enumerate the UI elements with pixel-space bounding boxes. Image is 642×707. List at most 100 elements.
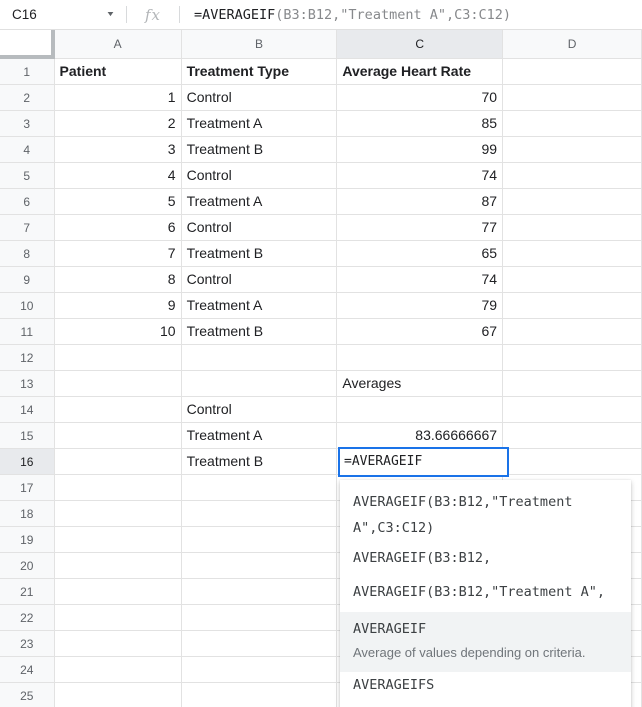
cell-a12[interactable] — [54, 345, 182, 371]
autocomplete-suggestion-2[interactable]: AVERAGEIF(B3:B12, — [353, 550, 492, 566]
row-header-7[interactable]: 7 — [0, 215, 55, 241]
cell-c15[interactable]: 83.66666667 — [337, 423, 504, 449]
cell-c7[interactable]: 77 — [337, 215, 504, 241]
cell-a14[interactable] — [54, 397, 182, 423]
row-header-24[interactable]: 24 — [0, 657, 55, 683]
cell-c14[interactable] — [337, 397, 504, 423]
cell-d3[interactable] — [503, 111, 642, 137]
cell-b18[interactable] — [181, 501, 338, 527]
formula-input[interactable]: =AVERAGEIF(B3:B12,"Treatment A",C3:C12) — [180, 7, 642, 23]
cell-b4[interactable]: Treatment B — [181, 137, 338, 163]
row-header-23[interactable]: 23 — [0, 631, 55, 657]
cell-b23[interactable] — [181, 631, 338, 657]
editing-cell-c16[interactable]: =AVERAGEIF — [338, 447, 509, 477]
cell-b11[interactable]: Treatment B — [181, 319, 338, 345]
cell-a3[interactable]: 2 — [54, 111, 182, 137]
row-header-10[interactable]: 10 — [0, 293, 55, 319]
cell-a9[interactable]: 8 — [54, 267, 182, 293]
cell-a6[interactable]: 5 — [54, 189, 182, 215]
row-header-1[interactable]: 1 — [0, 59, 55, 85]
row-header-14[interactable]: 14 — [0, 397, 55, 423]
cell-b8[interactable]: Treatment B — [181, 241, 338, 267]
row-header-4[interactable]: 4 — [0, 137, 55, 163]
autocomplete-suggestion-3[interactable]: AVERAGEIF(B3:B12,"Treatment A", — [353, 584, 605, 600]
cell-d12[interactable] — [503, 345, 642, 371]
cell-a15[interactable] — [54, 423, 182, 449]
name-box[interactable]: C16 ▼ — [0, 0, 126, 29]
cell-b14[interactable]: Control — [181, 397, 338, 423]
cell-c10[interactable]: 79 — [337, 293, 504, 319]
row-header-16[interactable]: 16 — [0, 449, 55, 475]
row-header-12[interactable]: 12 — [0, 345, 55, 371]
cell-a19[interactable] — [54, 527, 182, 553]
cell-b22[interactable] — [181, 605, 338, 631]
cell-d15[interactable] — [503, 423, 642, 449]
row-header-13[interactable]: 13 — [0, 371, 55, 397]
cell-d13[interactable] — [503, 371, 642, 397]
cell-b3[interactable]: Treatment A — [181, 111, 338, 137]
cell-d8[interactable] — [503, 241, 642, 267]
cell-b21[interactable] — [181, 579, 338, 605]
cell-a20[interactable] — [54, 553, 182, 579]
row-header-8[interactable]: 8 — [0, 241, 55, 267]
cell-a5[interactable]: 4 — [54, 163, 182, 189]
row-header-20[interactable]: 20 — [0, 553, 55, 579]
cell-d1[interactable] — [503, 59, 642, 85]
column-header-d[interactable]: D — [503, 30, 642, 59]
cell-a21[interactable] — [54, 579, 182, 605]
select-all-corner[interactable] — [0, 30, 55, 59]
cell-a16[interactable] — [54, 449, 182, 475]
cell-b13[interactable] — [181, 371, 338, 397]
cell-a13[interactable] — [54, 371, 182, 397]
row-header-5[interactable]: 5 — [0, 163, 55, 189]
cell-b17[interactable] — [181, 475, 338, 501]
row-header-25[interactable]: 25 — [0, 683, 55, 707]
cell-a8[interactable]: 7 — [54, 241, 182, 267]
cell-c2[interactable]: 70 — [337, 85, 504, 111]
cell-a18[interactable] — [54, 501, 182, 527]
row-header-2[interactable]: 2 — [0, 85, 55, 111]
cell-a23[interactable] — [54, 631, 182, 657]
cell-a2[interactable]: 1 — [54, 85, 182, 111]
cell-b7[interactable]: Control — [181, 215, 338, 241]
cell-d16[interactable] — [503, 449, 642, 475]
column-header-b[interactable]: B — [181, 30, 338, 59]
cell-a24[interactable] — [54, 657, 182, 683]
autocomplete-function-averageif-selected[interactable]: AVERAGEIF Average of values depending on … — [340, 612, 631, 672]
cell-c3[interactable]: 85 — [337, 111, 504, 137]
row-header-11[interactable]: 11 — [0, 319, 55, 345]
row-header-9[interactable]: 9 — [0, 267, 55, 293]
cell-b10[interactable]: Treatment A — [181, 293, 338, 319]
name-box-dropdown-arrow[interactable]: ▼ — [105, 11, 116, 18]
cell-b25[interactable] — [182, 683, 338, 707]
row-header-15[interactable]: 15 — [0, 423, 55, 449]
cell-a7[interactable]: 6 — [54, 215, 182, 241]
cell-c9[interactable]: 74 — [337, 267, 504, 293]
row-header-6[interactable]: 6 — [0, 189, 55, 215]
cell-d5[interactable] — [503, 163, 642, 189]
cell-b12[interactable] — [181, 345, 338, 371]
cell-c11[interactable]: 67 — [337, 319, 504, 345]
cell-d9[interactable] — [503, 267, 642, 293]
cell-c1[interactable]: Average Heart Rate — [337, 59, 504, 85]
column-header-a[interactable]: A — [54, 30, 182, 59]
cell-c4[interactable]: 99 — [337, 137, 504, 163]
cell-d10[interactable] — [503, 293, 642, 319]
row-header-22[interactable]: 22 — [0, 605, 55, 631]
cell-d25[interactable] — [503, 683, 642, 707]
cell-b5[interactable]: Control — [181, 163, 338, 189]
row-header-19[interactable]: 19 — [0, 527, 55, 553]
cell-c6[interactable]: 87 — [337, 189, 504, 215]
cell-a11[interactable]: 10 — [54, 319, 182, 345]
row-header-21[interactable]: 21 — [0, 579, 55, 605]
cell-d6[interactable] — [503, 189, 642, 215]
cell-d4[interactable] — [503, 137, 642, 163]
cell-d2[interactable] — [503, 85, 642, 111]
cell-a22[interactable] — [54, 605, 182, 631]
row-header-18[interactable]: 18 — [0, 501, 55, 527]
cell-b20[interactable] — [181, 553, 338, 579]
cell-b16[interactable]: Treatment B — [181, 449, 338, 475]
cell-a10[interactable]: 9 — [54, 293, 182, 319]
cell-c12[interactable] — [337, 345, 504, 371]
cell-b1[interactable]: Treatment Type — [181, 59, 338, 85]
